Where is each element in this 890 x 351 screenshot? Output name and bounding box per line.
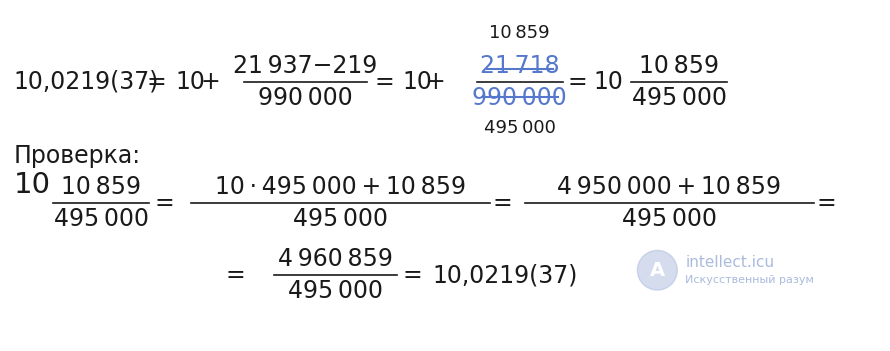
Text: 4 950 000 + 10 859: 4 950 000 + 10 859 <box>557 175 781 199</box>
Text: =: = <box>568 70 587 94</box>
Text: +: + <box>201 70 221 94</box>
Text: 10 859: 10 859 <box>639 54 719 78</box>
Text: 21 937−219: 21 937−219 <box>233 54 377 78</box>
Text: 495 000: 495 000 <box>632 86 727 110</box>
Text: Искусственный разум: Искусственный разум <box>685 275 814 285</box>
Text: 10: 10 <box>13 171 51 199</box>
Text: 990 000: 990 000 <box>258 86 352 110</box>
Text: =: = <box>146 70 166 94</box>
Text: 495 000: 495 000 <box>53 207 149 231</box>
Text: =: = <box>375 70 394 94</box>
Text: 10 859: 10 859 <box>490 24 550 42</box>
Text: 10,0219(37): 10,0219(37) <box>432 263 578 287</box>
Text: +: + <box>425 70 445 94</box>
Text: 10: 10 <box>594 70 623 94</box>
Text: 10 · 495 000 + 10 859: 10 · 495 000 + 10 859 <box>214 175 465 199</box>
Text: 495 000: 495 000 <box>293 207 388 231</box>
Text: 495 000: 495 000 <box>287 279 383 303</box>
Text: =: = <box>402 263 422 287</box>
Text: =: = <box>817 191 837 215</box>
Text: intellect.icu: intellect.icu <box>685 255 774 270</box>
Text: A: A <box>650 261 665 280</box>
Text: 10: 10 <box>402 70 432 94</box>
Text: 990 000: 990 000 <box>473 86 567 110</box>
Text: 495 000: 495 000 <box>622 207 716 231</box>
Circle shape <box>637 250 677 290</box>
Text: 10 859: 10 859 <box>61 175 142 199</box>
Text: 4 960 859: 4 960 859 <box>278 247 392 271</box>
Text: Проверка:: Проверка: <box>13 144 141 168</box>
Text: =: = <box>226 263 246 287</box>
Text: 10,0219(37): 10,0219(37) <box>13 70 158 94</box>
Text: =: = <box>493 191 513 215</box>
Text: =: = <box>154 191 174 215</box>
Text: 495 000: 495 000 <box>484 119 555 138</box>
Text: 21 718: 21 718 <box>480 54 560 78</box>
Text: 10: 10 <box>176 70 206 94</box>
